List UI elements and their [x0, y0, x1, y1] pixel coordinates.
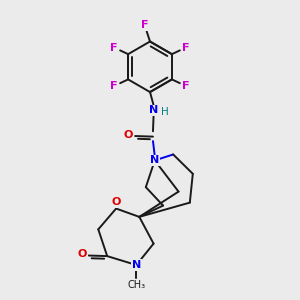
Text: CH₃: CH₃	[128, 280, 146, 290]
Text: H: H	[161, 107, 169, 117]
Text: F: F	[182, 81, 190, 91]
Text: N: N	[149, 106, 158, 116]
Text: N: N	[132, 260, 141, 270]
Text: F: F	[110, 43, 118, 52]
Text: O: O	[111, 197, 121, 207]
Text: F: F	[141, 20, 148, 30]
Text: N: N	[150, 155, 159, 165]
Text: O: O	[77, 249, 87, 259]
Text: F: F	[110, 81, 118, 91]
Text: O: O	[124, 130, 133, 140]
Text: F: F	[182, 43, 190, 52]
